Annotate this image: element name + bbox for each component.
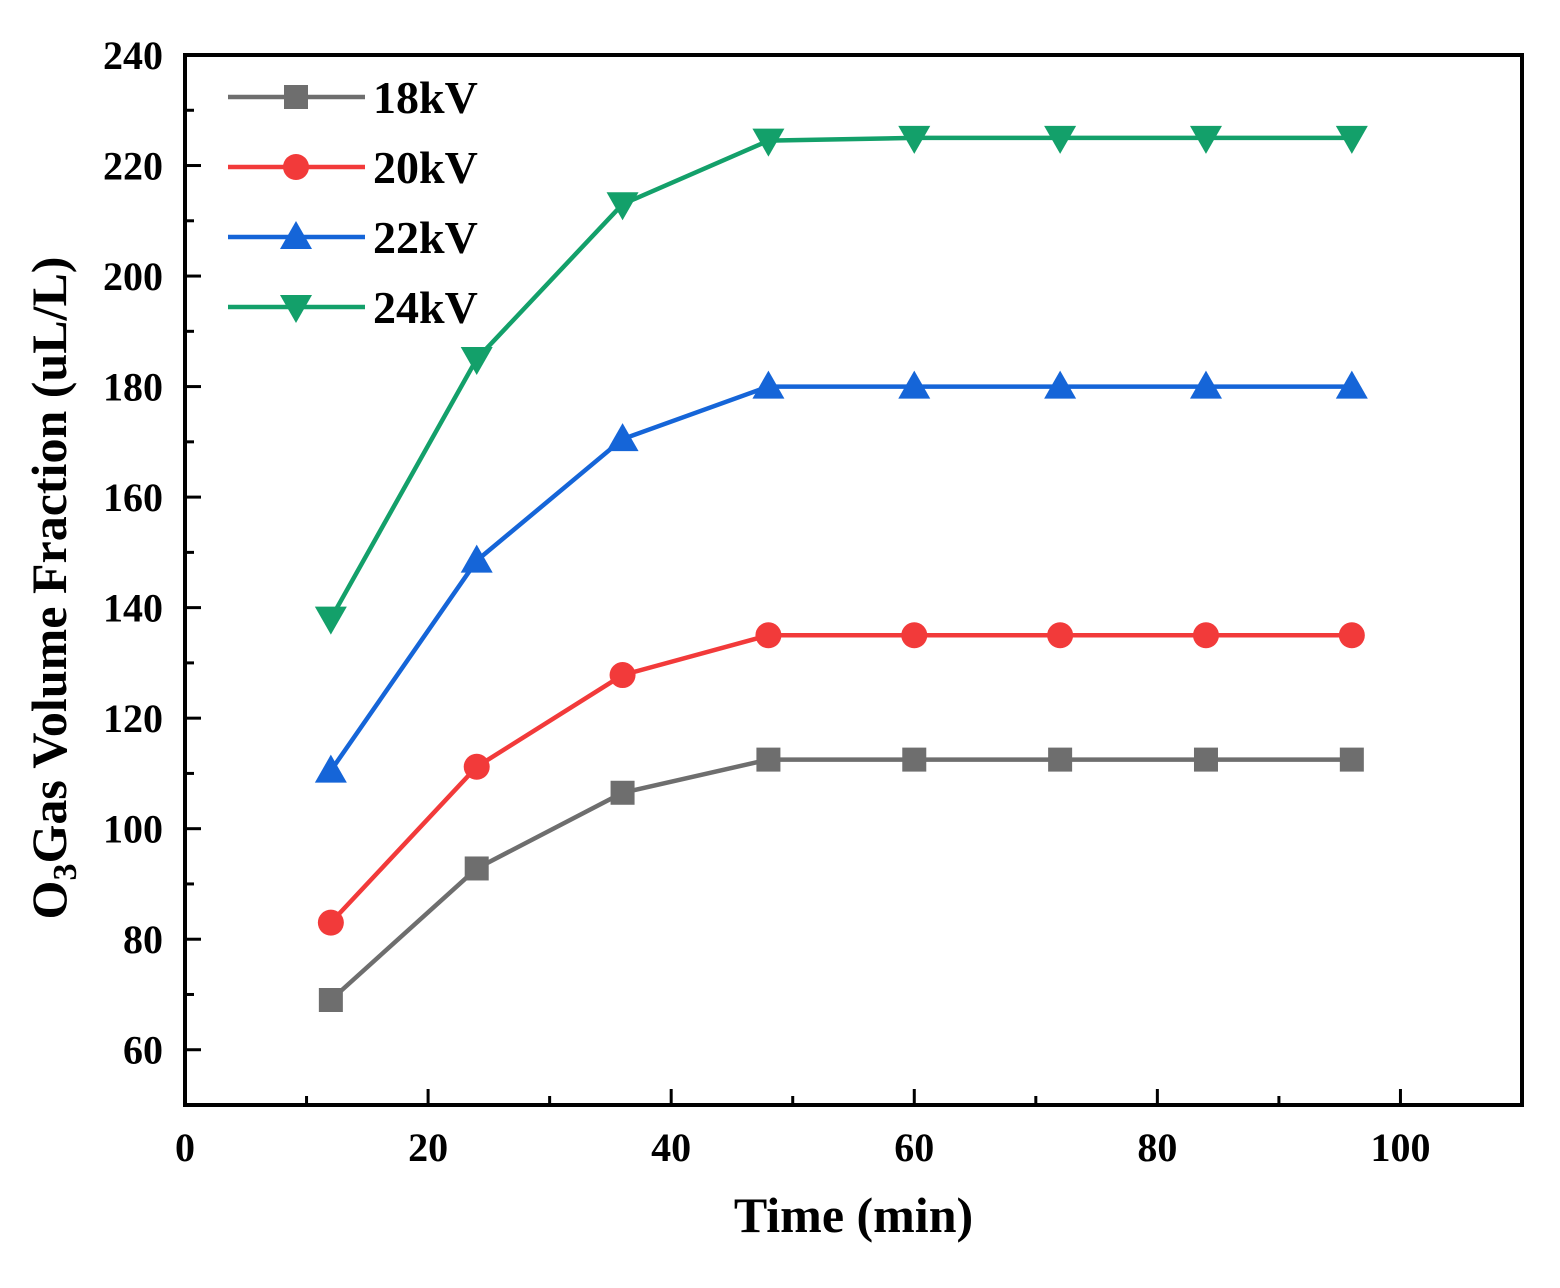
y-axis-title-prefix: O bbox=[21, 881, 77, 920]
data-point-18kv bbox=[318, 988, 343, 1012]
legend-item-22kv: 22kV bbox=[228, 212, 478, 263]
data-point-20kv bbox=[901, 622, 928, 649]
series-line-18kv bbox=[329, 757, 1352, 1002]
data-point-24kv bbox=[898, 125, 931, 154]
y-tick-label: 200 bbox=[103, 254, 163, 299]
x-tick-label: 0 bbox=[175, 1125, 195, 1170]
data-point-22kv bbox=[314, 754, 347, 783]
legend-label: 20kV bbox=[373, 142, 478, 193]
y-tick-label: 120 bbox=[103, 696, 163, 741]
series-layer bbox=[314, 125, 1368, 1012]
data-point-24kv bbox=[752, 128, 785, 157]
legend-marker bbox=[284, 85, 308, 109]
data-point-24kv bbox=[606, 192, 639, 221]
data-point-18kv bbox=[756, 747, 781, 772]
data-point-22kv bbox=[460, 544, 493, 573]
series-24kv bbox=[314, 125, 1368, 635]
series-18kv bbox=[318, 747, 1364, 1012]
y-tick-label: 240 bbox=[103, 33, 163, 78]
data-point-22kv bbox=[606, 423, 639, 452]
data-point-22kv bbox=[1335, 370, 1368, 399]
legend-label: 24kV bbox=[373, 282, 478, 333]
data-point-20kv bbox=[463, 753, 490, 780]
data-point-22kv bbox=[1044, 370, 1077, 399]
data-point-20kv bbox=[317, 909, 344, 936]
plot-frame bbox=[183, 53, 1524, 1107]
legend-item-24kv: 24kV bbox=[228, 282, 478, 333]
legend-marker bbox=[283, 154, 309, 180]
y-axis-title: O3Gas Volume Fraction (uL/L) bbox=[21, 257, 84, 920]
data-point-20kv bbox=[1338, 622, 1365, 649]
data-point-18kv bbox=[1339, 747, 1364, 772]
data-point-24kv bbox=[1189, 125, 1222, 154]
axes-layer: 0 20 40 60 80 100 60 80 100 120 140 160 180 200 220 240 bbox=[103, 33, 1524, 1170]
data-point-20kv bbox=[755, 622, 782, 649]
data-point-18kv bbox=[1193, 747, 1218, 772]
data-point-20kv bbox=[1192, 622, 1219, 649]
data-point-24kv bbox=[460, 346, 493, 375]
data-point-22kv bbox=[752, 370, 785, 399]
legend-marker bbox=[280, 221, 312, 249]
y-tick-label: 100 bbox=[103, 807, 163, 852]
legend-label: 22kV bbox=[373, 212, 478, 263]
y-axis-title-rest: Gas Volume Fraction (uL/L) bbox=[21, 257, 77, 864]
series-line-20kv bbox=[329, 633, 1352, 925]
legend: 18kV 20kV 22kV 24kV bbox=[228, 72, 478, 333]
data-point-20kv bbox=[1047, 622, 1074, 649]
y-tick-label: 180 bbox=[103, 365, 163, 410]
x-axis-title: Time (min) bbox=[734, 1187, 973, 1243]
legend-label: 18kV bbox=[373, 72, 478, 123]
y-tick-label: 140 bbox=[103, 586, 163, 631]
y-tick-label: 60 bbox=[123, 1028, 163, 1073]
series-line-24kv bbox=[328, 135, 1352, 620]
data-point-22kv bbox=[1189, 370, 1222, 399]
y-tick-label: 220 bbox=[103, 144, 163, 189]
data-point-18kv bbox=[610, 780, 635, 805]
legend-item-20kv: 20kV bbox=[228, 142, 478, 193]
x-tick-label: 40 bbox=[651, 1125, 691, 1170]
data-point-18kv bbox=[902, 747, 927, 772]
x-tick-label: 100 bbox=[1370, 1125, 1430, 1170]
legend-marker bbox=[280, 295, 312, 323]
y-tick-label: 160 bbox=[103, 475, 163, 520]
data-point-24kv bbox=[314, 606, 347, 635]
x-tick-label: 80 bbox=[1137, 1125, 1177, 1170]
x-tick-label: 20 bbox=[408, 1125, 448, 1170]
y-tick-label: 80 bbox=[123, 917, 163, 962]
y-axis-title-subscript: 3 bbox=[47, 864, 84, 881]
data-point-20kv bbox=[609, 662, 636, 689]
series-22kv bbox=[314, 370, 1368, 783]
legend-item-18kv: 18kV bbox=[228, 72, 478, 123]
data-point-18kv bbox=[1048, 747, 1073, 772]
series-20kv bbox=[317, 622, 1365, 936]
data-point-24kv bbox=[1335, 125, 1368, 154]
x-tick-label: 60 bbox=[894, 1125, 934, 1170]
data-point-18kv bbox=[464, 856, 489, 881]
data-point-22kv bbox=[898, 370, 931, 399]
series-line-22kv bbox=[329, 384, 1352, 772]
data-point-24kv bbox=[1044, 125, 1077, 154]
